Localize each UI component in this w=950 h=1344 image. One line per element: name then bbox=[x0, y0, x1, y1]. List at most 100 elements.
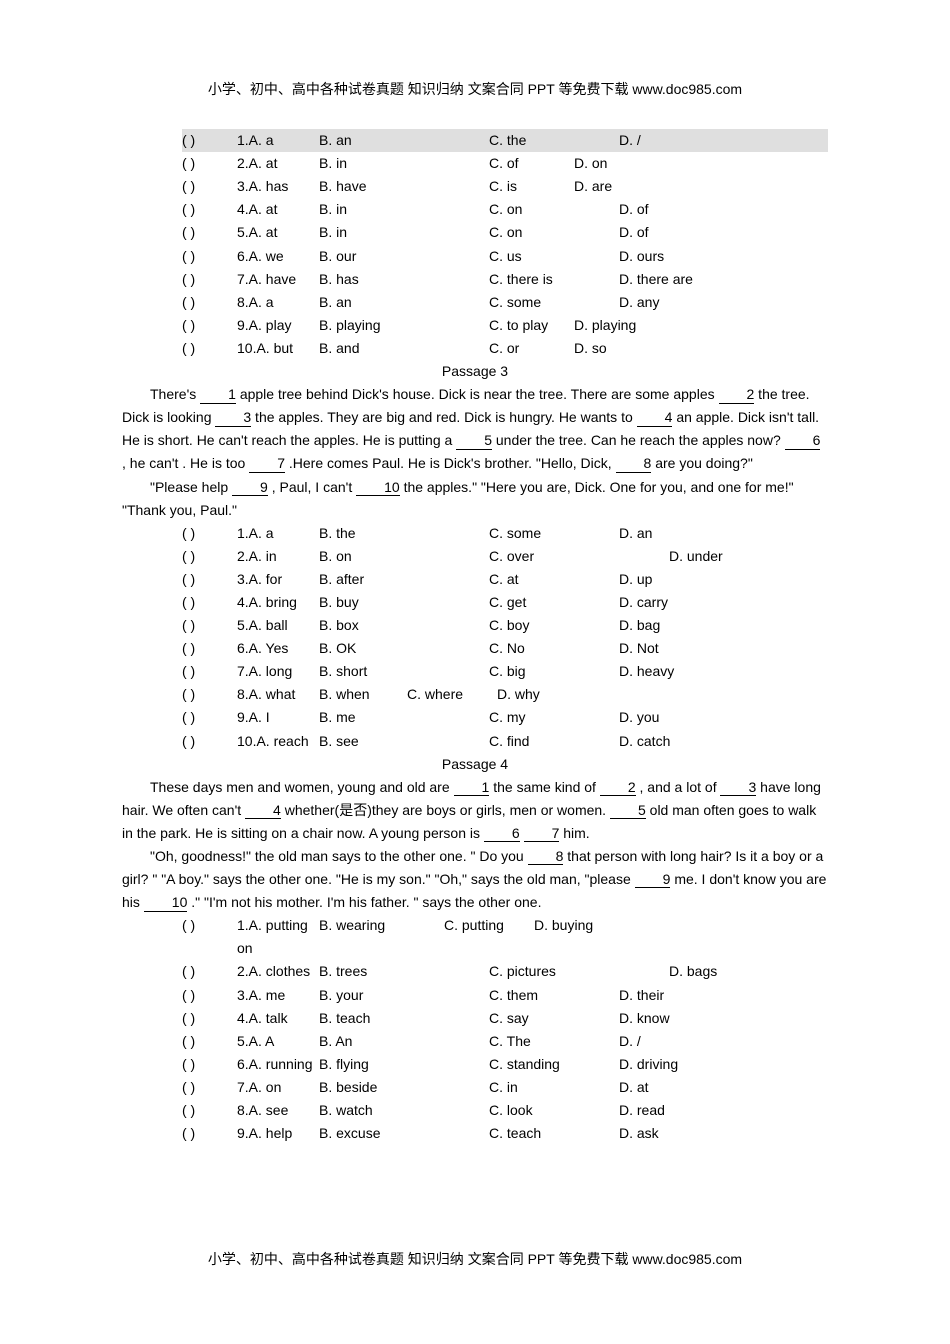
cloze-blank: 7 bbox=[524, 826, 560, 842]
answer-blank: ( ) bbox=[182, 568, 237, 591]
question-row: ( )4.A. atB. inC. onD. of bbox=[182, 198, 828, 221]
option-d: D. at bbox=[619, 1076, 649, 1099]
option-a: 9.A. I bbox=[237, 706, 319, 729]
question-row: ( )2.A. atB. inC. ofD. on bbox=[182, 152, 828, 175]
question-row: ( )1.A. putting onB. wearingC. puttingD.… bbox=[182, 914, 828, 960]
option-a: 9.A. help bbox=[237, 1122, 319, 1145]
option-c: C. where bbox=[407, 683, 497, 706]
option-c: C. big bbox=[489, 660, 619, 683]
option-a: 2.A. at bbox=[237, 152, 319, 175]
option-b: B. teach bbox=[319, 1007, 489, 1030]
option-b: B. and bbox=[319, 337, 489, 360]
question-row: ( )5.A. AB. AnC. TheD. / bbox=[182, 1030, 828, 1053]
option-c: C. is bbox=[489, 175, 574, 198]
option-c: C. boy bbox=[489, 614, 619, 637]
option-a: 10.A. reach bbox=[237, 730, 319, 753]
question-row: ( )2.A. inB. onC. overD. under bbox=[182, 545, 828, 568]
option-b: B. wearing bbox=[319, 914, 444, 937]
option-a: 1.A. putting on bbox=[237, 914, 319, 960]
cloze-blank: 6 bbox=[785, 433, 821, 449]
option-c: C. look bbox=[489, 1099, 619, 1122]
option-c: C. say bbox=[489, 1007, 619, 1030]
question-row: ( )6.A. YesB. OKC. NoD. Not bbox=[182, 637, 828, 660]
cloze-blank: 3 bbox=[720, 780, 756, 796]
page-header: 小学、初中、高中各种试卷真题 知识归纳 文案合同 PPT 等免费下载 www.d… bbox=[122, 78, 828, 101]
option-b: B. box bbox=[319, 614, 489, 637]
option-c: C. to play bbox=[489, 314, 574, 337]
option-b: B. playing bbox=[319, 314, 489, 337]
answer-blank: ( ) bbox=[182, 1099, 237, 1122]
answer-blank: ( ) bbox=[182, 175, 237, 198]
option-a: 5.A. A bbox=[237, 1030, 319, 1053]
option-c: C. over bbox=[489, 545, 669, 568]
option-a: 8.A. a bbox=[237, 291, 319, 314]
option-a: 1.A. a bbox=[237, 522, 319, 545]
answer-blank: ( ) bbox=[182, 637, 237, 660]
question-row: ( )2.A. clothesB. treesC. picturesD. bag… bbox=[182, 960, 828, 983]
option-b: B. the bbox=[319, 522, 489, 545]
option-b: B. an bbox=[319, 291, 489, 314]
option-c: C. some bbox=[489, 291, 619, 314]
option-c: C. in bbox=[489, 1076, 619, 1099]
cloze-blank: 4 bbox=[245, 803, 281, 819]
passage3-text: There's 1 apple tree behind Dick's house… bbox=[122, 383, 828, 522]
passage4-title: Passage 4 bbox=[122, 753, 828, 776]
option-b: B. on bbox=[319, 545, 489, 568]
option-d: D. of bbox=[619, 198, 649, 221]
cloze-blank: 8 bbox=[616, 456, 652, 472]
option-d: D. know bbox=[619, 1007, 670, 1030]
option-d: D. under bbox=[669, 545, 723, 568]
question-row: ( )9.A. IB. meC. myD. you bbox=[182, 706, 828, 729]
option-d: D. / bbox=[619, 1030, 641, 1053]
option-a: 7.A. long bbox=[237, 660, 319, 683]
option-d: D. you bbox=[619, 706, 659, 729]
option-c: C. us bbox=[489, 245, 619, 268]
option-a: 1.A. a bbox=[237, 129, 319, 152]
option-c: C. or bbox=[489, 337, 574, 360]
answer-blank: ( ) bbox=[182, 1122, 237, 1145]
option-b: B. in bbox=[319, 221, 489, 244]
option-c: C. get bbox=[489, 591, 619, 614]
answer-blank: ( ) bbox=[182, 291, 237, 314]
answer-blank: ( ) bbox=[182, 268, 237, 291]
option-d: D. so bbox=[574, 337, 607, 360]
answer-blank: ( ) bbox=[182, 591, 237, 614]
option-b: B. your bbox=[319, 984, 489, 1007]
option-a: 2.A. in bbox=[237, 545, 319, 568]
question-row: ( )4.A. bringB. buyC. getD. carry bbox=[182, 591, 828, 614]
answer-blank: ( ) bbox=[182, 730, 237, 753]
cloze-blank: 2 bbox=[600, 780, 636, 796]
option-d: D. there are bbox=[619, 268, 693, 291]
option-b: B. watch bbox=[319, 1099, 489, 1122]
question-row: ( )8.A. aB. anC. someD. any bbox=[182, 291, 828, 314]
option-d: D. any bbox=[619, 291, 659, 314]
option-a: 7.A. have bbox=[237, 268, 319, 291]
option-a: 4.A. talk bbox=[237, 1007, 319, 1030]
option-a: 4.A. at bbox=[237, 198, 319, 221]
cloze-blank: 7 bbox=[249, 456, 285, 472]
cloze-blank: 5 bbox=[456, 433, 492, 449]
option-b: B. excuse bbox=[319, 1122, 489, 1145]
option-c: C. at bbox=[489, 568, 619, 591]
option-c: C. my bbox=[489, 706, 619, 729]
question-row: ( )9.A. playB. playingC. to playD. playi… bbox=[182, 314, 828, 337]
option-d: D. driving bbox=[619, 1053, 678, 1076]
question-row: ( )1.A. aB. theC. someD. an bbox=[182, 522, 828, 545]
option-b: B. buy bbox=[319, 591, 489, 614]
option-d: D. on bbox=[574, 152, 607, 175]
option-d: D. / bbox=[619, 129, 641, 152]
question-row: ( )8.A. seeB. watchC. lookD. read bbox=[182, 1099, 828, 1122]
answer-blank: ( ) bbox=[182, 129, 237, 152]
option-a: 10.A. but bbox=[237, 337, 319, 360]
option-c: C. of bbox=[489, 152, 574, 175]
option-b: B. has bbox=[319, 268, 489, 291]
option-d: D. Not bbox=[619, 637, 659, 660]
option-a: 7.A. on bbox=[237, 1076, 319, 1099]
option-c: C. the bbox=[489, 129, 619, 152]
option-a: 3.A. has bbox=[237, 175, 319, 198]
passage4-text: These days men and women, young and old … bbox=[122, 776, 828, 915]
answer-blank: ( ) bbox=[182, 1053, 237, 1076]
option-d: D. carry bbox=[619, 591, 668, 614]
option-a: 9.A. play bbox=[237, 314, 319, 337]
option-b: B. An bbox=[319, 1030, 489, 1053]
